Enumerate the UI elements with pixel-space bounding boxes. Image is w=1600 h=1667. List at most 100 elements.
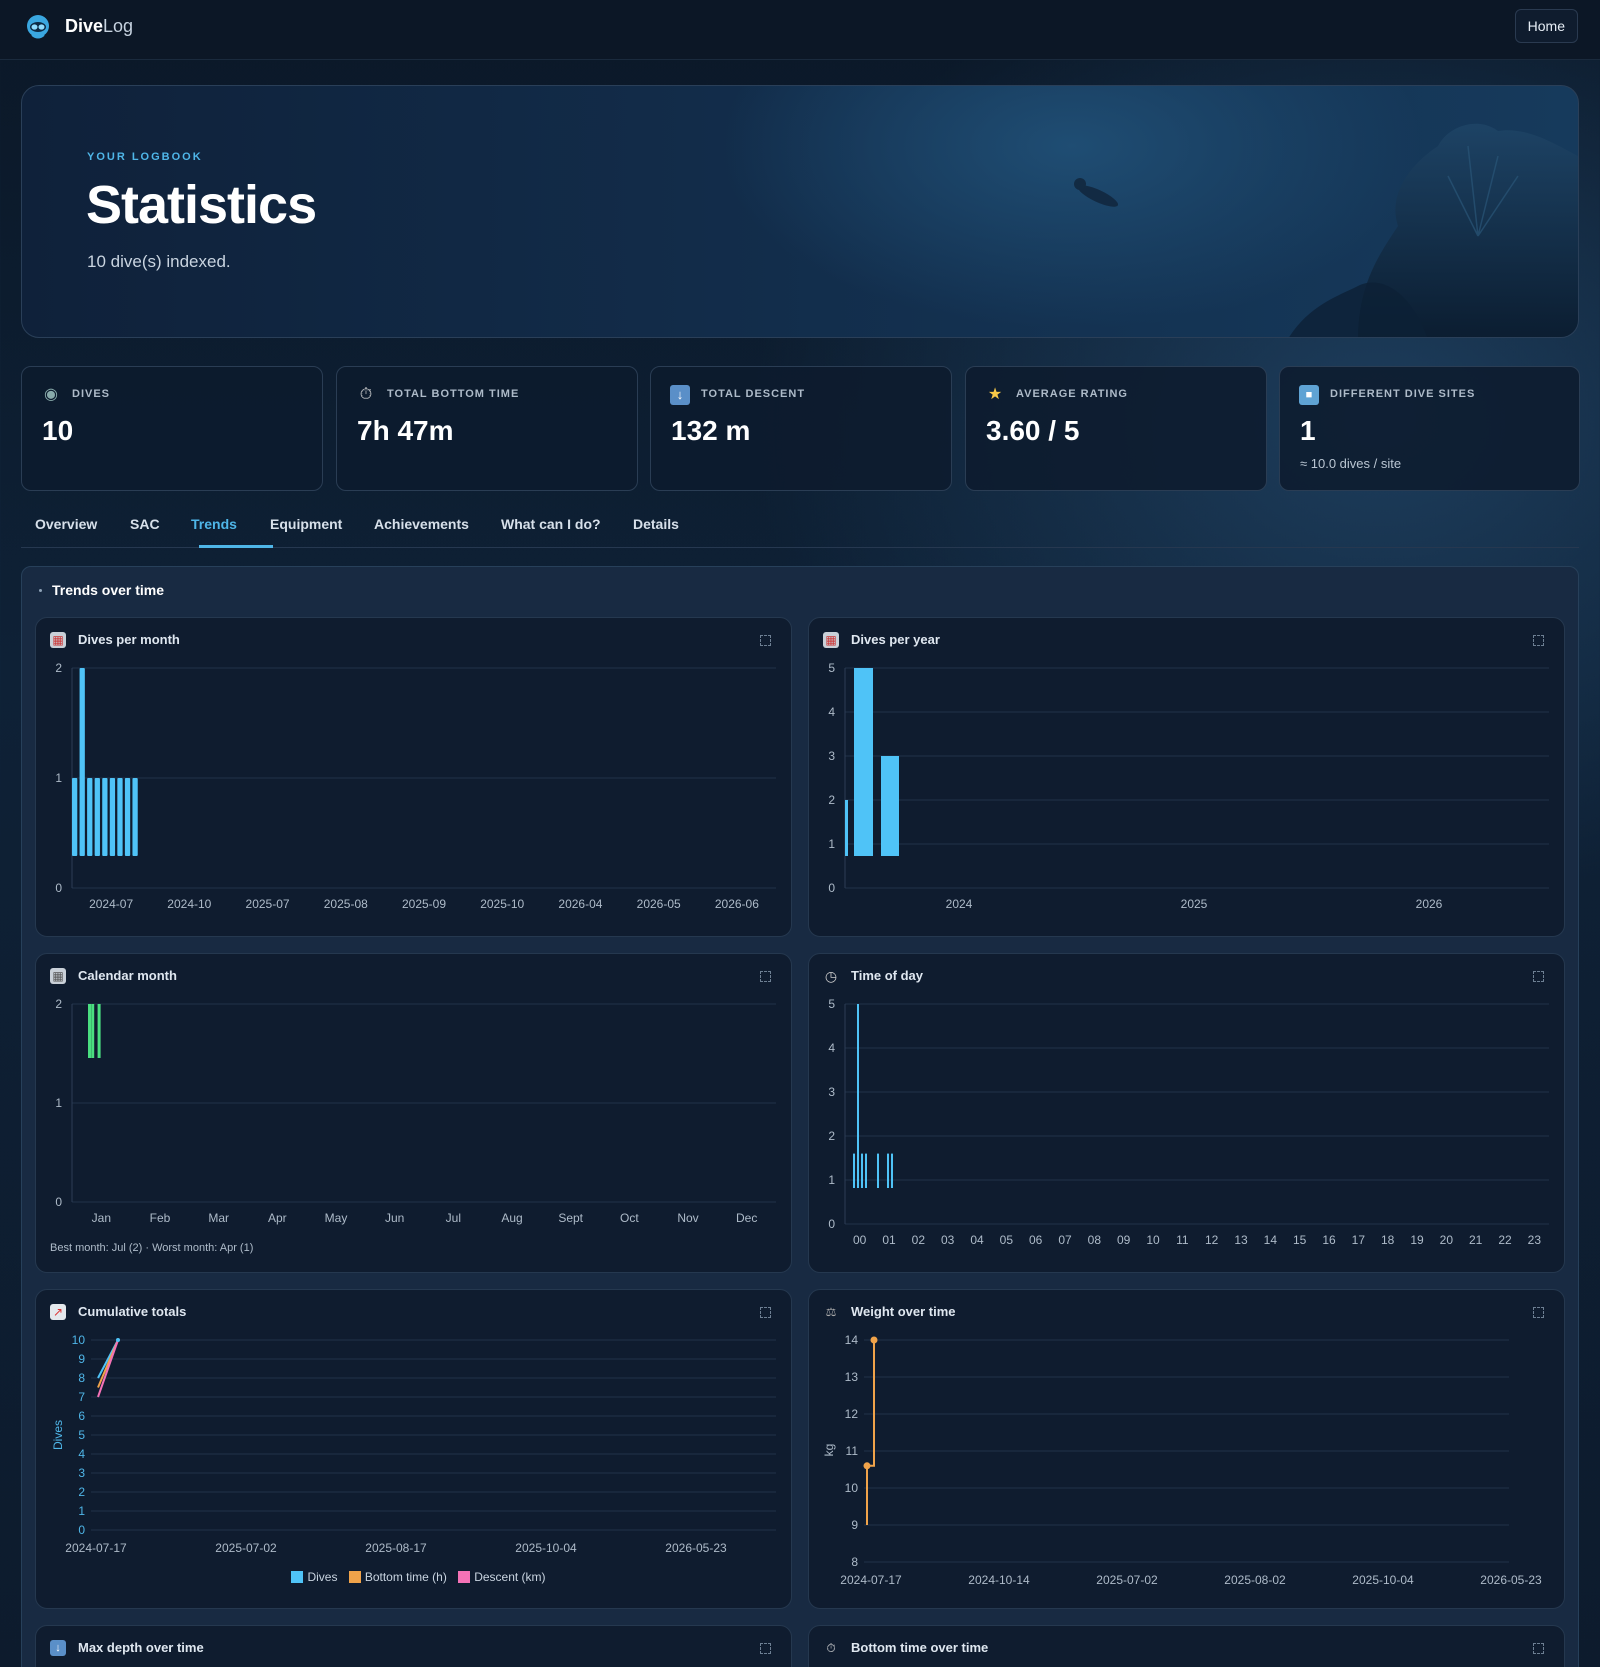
section-title[interactable]: Trends over time: [52, 582, 165, 598]
tab-overview[interactable]: Overview: [35, 516, 98, 532]
y-tick-label: 14: [845, 1333, 859, 1347]
stat-card-dives: ◉ DIVES 10: [21, 366, 323, 491]
panel-calendar-month: ▦ Calendar month 0 1 2 Jan Feb Mar Apr May Jun Ju…: [35, 953, 792, 1273]
expand-icon[interactable]: [1533, 1643, 1544, 1654]
y-tick-label: 0: [828, 881, 835, 895]
x-tick-label: Dec: [736, 1211, 757, 1225]
mask-icon: ◉: [44, 386, 58, 403]
legend-label[interactable]: Bottom time (h): [364, 1570, 447, 1584]
calendar-icon: ▦: [50, 632, 66, 648]
chart-up-icon: ↗: [50, 1304, 66, 1320]
active-tab-indicator: [199, 545, 273, 548]
bar: [845, 800, 848, 856]
series-line: [866, 1340, 875, 1525]
bar: [79, 668, 85, 856]
y-tick-label: 8: [78, 1371, 85, 1385]
legend-label[interactable]: Dives: [307, 1570, 338, 1584]
panel-dives-per-year: ▦ Dives per year 0 1 2 3 4 5 2024 2025 2026: [808, 617, 1565, 937]
bar: [881, 756, 899, 856]
expand-icon[interactable]: [760, 1643, 771, 1654]
x-tick-label: 05: [1000, 1233, 1014, 1247]
expand-icon[interactable]: [1533, 1307, 1544, 1318]
chart-weight-over-time: 8 9 10 11 12 13 14 kg 2024-07-17 2024-10-14 2025-0…: [822, 1333, 1542, 1587]
panel-title: Bottom time over time: [851, 1640, 989, 1655]
tab-bar: Overview SAC Trends Equipment Achievemen…: [21, 506, 1579, 548]
x-tick-label: 06: [1029, 1233, 1043, 1247]
legend-label[interactable]: Descent (km): [474, 1570, 546, 1584]
y-axis-title: kg: [822, 1444, 836, 1457]
x-tick-label: Apr: [268, 1211, 287, 1225]
legend-swatch-dives: [291, 1571, 304, 1583]
panel-weight-over-time: ⚖ Weight over time 8 9 10 11 12 13 14 kg 2024-07…: [808, 1289, 1565, 1609]
y-tick-label: 4: [828, 705, 835, 719]
expand-icon[interactable]: [1533, 635, 1544, 646]
hero-banner: YOUR LOGBOOK Statistics 10 dive(s) index…: [21, 85, 1579, 338]
y-axis-title: Dives: [51, 1420, 65, 1450]
tab-trends[interactable]: Trends: [191, 516, 237, 532]
series-line: [97, 1339, 119, 1398]
y-tick-label: 3: [828, 1085, 835, 1099]
x-tick-label: May: [325, 1211, 348, 1225]
panel-title: Cumulative totals: [78, 1304, 187, 1319]
chart-calendar-month: 0 1 2 Jan Feb Mar Apr May Jun Jul Aug Sept Oct Nov Dec: [55, 997, 776, 1225]
scale-icon: ⚖: [825, 1305, 837, 1319]
y-tick-label: 2: [55, 997, 62, 1011]
panel-title: Max depth over time: [78, 1640, 204, 1655]
panel-bottom-time-over-time: ⏱ Bottom time over time: [808, 1625, 1565, 1667]
x-tick-label: 2025-07-02: [215, 1541, 277, 1555]
home-button[interactable]: Home: [1514, 9, 1578, 43]
calendar-note: Best month: Jul (2) · Worst month: Apr (…: [50, 1242, 254, 1254]
x-tick-label: 2025-08-17: [365, 1541, 427, 1555]
panel-title: Dives per year: [851, 632, 940, 647]
panel-max-depth-over-time: ↓ Max depth over time: [35, 1625, 792, 1667]
tab-achievements[interactable]: Achievements: [374, 516, 469, 532]
tab-equipment[interactable]: Equipment: [270, 516, 343, 532]
bar: [87, 778, 93, 856]
y-tick-label: 4: [828, 1041, 835, 1055]
tab-sac[interactable]: SAC: [130, 516, 160, 532]
x-tick-label: 20: [1440, 1233, 1454, 1247]
x-tick-label: 2025-08-02: [1224, 1573, 1286, 1587]
x-tick-label: 07: [1058, 1233, 1072, 1247]
x-tick-label: Mar: [208, 1211, 229, 1225]
trends-section: Trends over time ▦ Dives per month 0 1 2 20…: [21, 566, 1579, 1667]
y-tick-label: 10: [72, 1333, 86, 1347]
x-tick-label: 2024-07: [89, 897, 133, 911]
down-arrow-icon: ↓: [670, 385, 690, 405]
y-tick-label: 10: [845, 1481, 859, 1495]
tab-what-can-i-do[interactable]: What can I do?: [501, 516, 601, 532]
y-tick-label: 5: [78, 1428, 85, 1442]
x-tick-label: 11: [1176, 1233, 1189, 1247]
diver-mask-logo-icon: [27, 15, 49, 39]
bar: [97, 1004, 101, 1058]
x-tick-label: 2024: [946, 897, 973, 911]
y-tick-label: 0: [828, 1217, 835, 1231]
x-tick-label: 22: [1498, 1233, 1512, 1247]
down-arrow-icon: ↓: [50, 1640, 66, 1656]
x-tick-label: 08: [1088, 1233, 1102, 1247]
calendar-icon: ▦: [823, 632, 839, 648]
x-tick-label: 2025-07-02: [1096, 1573, 1158, 1587]
app-brand[interactable]: DiveLog: [65, 16, 134, 36]
panel-title: Time of day: [851, 968, 924, 983]
y-tick-label: 2: [828, 1129, 835, 1143]
x-tick-label: 12: [1205, 1233, 1219, 1247]
y-tick-label: 7: [78, 1390, 85, 1404]
x-tick-label: 2025-10: [480, 897, 524, 911]
x-tick-label: Aug: [501, 1211, 522, 1225]
stopwatch-icon: ⏱: [826, 1641, 836, 1655]
panel-time-of-day: ◷ Time of day 0 1 2 3 4 5 00 01 02 03 04 05 06 07 08 09…: [808, 953, 1565, 1273]
y-tick-label: 1: [828, 837, 835, 851]
tab-details[interactable]: Details: [633, 516, 679, 532]
expand-icon[interactable]: [760, 1307, 771, 1318]
stat-label: TOTAL BOTTOM TIME: [387, 388, 520, 400]
expand-icon[interactable]: [760, 635, 771, 646]
expand-icon[interactable]: [760, 971, 771, 982]
expand-icon[interactable]: [1533, 971, 1544, 982]
legend-swatch-descent: [458, 1571, 471, 1583]
x-tick-label: 2026-05-23: [1480, 1573, 1542, 1587]
clock-icon: ◷: [824, 968, 838, 984]
x-tick-label: 2026-04: [558, 897, 602, 911]
y-tick-label: 2: [55, 661, 62, 675]
